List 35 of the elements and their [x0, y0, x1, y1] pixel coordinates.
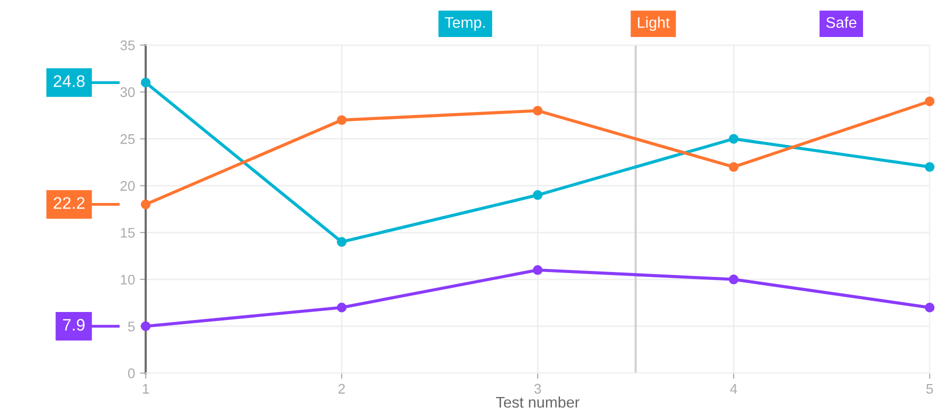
text: 7.9	[63, 318, 85, 331]
text: Light	[638, 16, 670, 31]
point	[924, 162, 935, 172]
text: 22.2	[54, 197, 84, 209]
point	[532, 190, 543, 200]
point	[336, 115, 347, 125]
x-tick-label: 1	[142, 384, 149, 394]
y-tick-label: 30	[120, 87, 135, 98]
x-tick-label: 5	[926, 384, 933, 394]
y-tick-label: 5	[128, 322, 135, 332]
point	[728, 162, 739, 172]
point	[140, 78, 151, 88]
x-tick-label: 2	[338, 384, 345, 394]
text: 24.8	[54, 75, 85, 88]
point	[924, 302, 935, 312]
text: Temp.	[444, 17, 485, 31]
y-tick-label: 35	[120, 40, 135, 50]
point	[336, 237, 347, 247]
point	[924, 96, 935, 106]
point	[532, 106, 543, 116]
y-tick-label: 10	[120, 274, 135, 285]
y-tick-label: 0	[128, 368, 135, 378]
point	[140, 200, 151, 210]
point	[532, 265, 543, 275]
y-tick-label: 25	[120, 134, 135, 144]
x-tick-label: 4	[730, 384, 738, 394]
x-axis-title: Test number	[496, 396, 580, 408]
y-tick-label: 20	[120, 181, 135, 191]
y-tick-label: 15	[120, 228, 135, 238]
point	[728, 274, 739, 284]
text: Safe	[826, 16, 856, 28]
x-tick-label: 3	[534, 384, 541, 394]
point	[336, 302, 347, 312]
point	[140, 321, 151, 332]
point	[728, 134, 739, 144]
